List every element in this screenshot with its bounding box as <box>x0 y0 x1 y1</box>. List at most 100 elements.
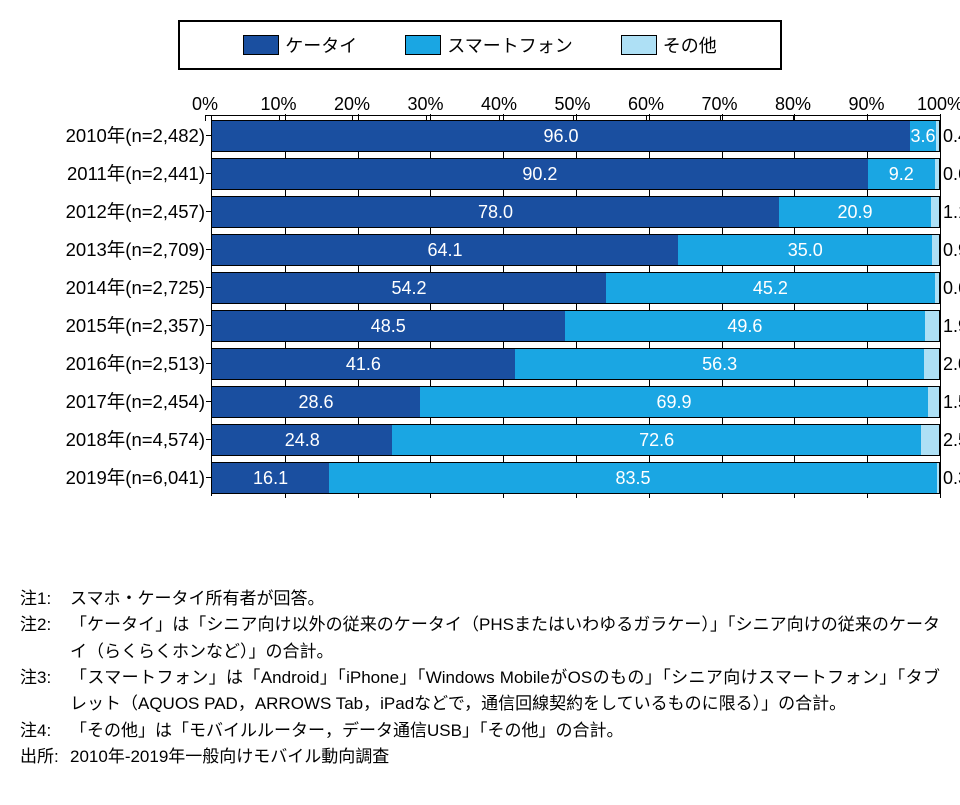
bar-segment-smartphone: 49.6 <box>565 310 926 342</box>
legend-item: ケータイ <box>243 32 357 58</box>
footnote-body: 「ケータイ」は「シニア向け以外の従来のケータイ（PHSまたはいわゆるガラケー）」… <box>70 612 940 665</box>
bar-value-label: 2.0 <box>943 354 960 375</box>
bar-segment-other: 1.9 <box>925 310 940 342</box>
bar-segment-other: 1.5 <box>928 386 940 418</box>
category-label: 2013年(n=2,709) <box>20 236 211 262</box>
bar-segment-keitai: 28.6 <box>212 386 420 418</box>
bar-segment-other: 0.6 <box>935 158 940 190</box>
category-label: 2014年(n=2,725) <box>20 274 211 300</box>
bar-segment-smartphone: 9.2 <box>868 158 935 190</box>
legend-swatch <box>621 35 657 55</box>
bar-value-label: 0.3 <box>943 468 960 489</box>
legend-label: ケータイ <box>285 32 357 58</box>
x-tick-label: 100% <box>917 94 960 115</box>
footnote-head: 注1: <box>20 586 70 612</box>
bar-row: 2019年(n=6,041)16.183.50.3 <box>20 458 940 496</box>
x-tick-label: 90% <box>848 94 884 115</box>
bar-segment-other: 2.0 <box>924 348 940 380</box>
x-tick-label: 80% <box>775 94 811 115</box>
footnote: 出所:2010年-2019年一般向けモバイル動向調査 <box>20 744 940 770</box>
category-label: 2016年(n=2,513) <box>20 350 211 376</box>
category-label: 2017年(n=2,454) <box>20 388 211 414</box>
category-label: 2015年(n=2,357) <box>20 312 211 338</box>
footnote-body: 「その他」は「モバイルルーター，データ通信USB」「その他」の合計。 <box>70 718 940 744</box>
bar-segment-other: 0.3 <box>937 462 940 494</box>
bar-row: 2011年(n=2,441)90.29.20.6 <box>20 154 940 192</box>
bar-row: 2015年(n=2,357)48.549.61.9 <box>20 306 940 344</box>
footnote: 注4:「その他」は「モバイルルーター，データ通信USB」「その他」の合計。 <box>20 718 940 744</box>
footnote: 注2:「ケータイ」は「シニア向け以外の従来のケータイ（PHSまたはいわゆるガラケ… <box>20 612 940 665</box>
bar-segment-smartphone: 83.5 <box>329 462 937 494</box>
bar-row: 2010年(n=2,482)96.03.60.4 <box>20 116 940 154</box>
footnote-head: 注3: <box>20 665 70 718</box>
bar-segment-smartphone: 56.3 <box>515 348 925 380</box>
bar-value-label: 0.6 <box>943 164 960 185</box>
bar-value-label: 64.1 <box>427 240 462 261</box>
bar-segment-other: 0.9 <box>932 234 940 266</box>
bar-segment-other: 2.5 <box>921 424 940 456</box>
footnote-head: 出所: <box>20 744 70 770</box>
bar-value-label: 78.0 <box>478 202 513 223</box>
footnote-body: スマホ・ケータイ所有者が回答。 <box>70 586 940 612</box>
legend-swatch <box>243 35 279 55</box>
bar-segment-smartphone: 72.6 <box>392 424 920 456</box>
bar-row: 2014年(n=2,725)54.245.20.6 <box>20 268 940 306</box>
bar-segment-smartphone: 69.9 <box>420 386 928 418</box>
bar-value-label: 20.9 <box>838 202 873 223</box>
bars: 2010年(n=2,482)96.03.60.42011年(n=2,441)90… <box>20 116 940 496</box>
bar-row: 2017年(n=2,454) 28.6 69.9 1.5 <box>20 382 940 420</box>
bar-value-label: 0.4 <box>943 126 960 147</box>
bar-value-label: 54.2 <box>391 278 426 299</box>
footnote-head: 注2: <box>20 612 70 665</box>
bar-value-label: 69.9 <box>656 392 691 413</box>
bar-segment-other: 1.1 <box>931 196 940 228</box>
footnote-body: 「スマートフォン」は「Android」「iPhone」「Windows Mobi… <box>70 665 940 718</box>
bar-segment-smartphone: 3.6 <box>910 120 936 152</box>
bar-segment-other: 0.4 <box>936 120 940 152</box>
x-tick-label: 50% <box>554 94 590 115</box>
bar-value-label: 0.9 <box>943 240 960 261</box>
footnote: 注1:スマホ・ケータイ所有者が回答。 <box>20 586 940 612</box>
bar-value-label: 1.9 <box>943 316 960 337</box>
bar-row: 2018年(n=4,574) 24.8 72.6 2.5 <box>20 420 940 458</box>
bar-segment-keitai: 64.1 <box>212 234 678 266</box>
bar-value-label: 35.0 <box>788 240 823 261</box>
bar-segment-smartphone: 20.9 <box>779 196 931 228</box>
footnotes: 注1:スマホ・ケータイ所有者が回答。注2:「ケータイ」は「シニア向け以外の従来の… <box>20 586 940 770</box>
bar-value-label: 72.6 <box>639 430 674 451</box>
bar-value-label: 28.6 <box>298 392 333 413</box>
legend-label: その他 <box>663 32 717 58</box>
x-tick-label: 60% <box>628 94 664 115</box>
bar-segment-keitai: 90.2 <box>212 158 868 190</box>
x-tick-label: 10% <box>260 94 296 115</box>
x-tick-label: 0% <box>192 94 218 115</box>
legend-item: スマートフォン <box>405 32 572 58</box>
legend-item: その他 <box>621 32 717 58</box>
legend-label: スマートフォン <box>447 32 572 58</box>
bar-segment-keitai: 16.1 <box>212 462 329 494</box>
footnote-body: 2010年-2019年一般向けモバイル動向調査 <box>70 744 940 770</box>
chart-area: 0%10%20%30%40%50%60%70%80%90%100% 2010年(… <box>20 88 940 496</box>
bar-segment-keitai: 24.8 <box>212 424 392 456</box>
footnote-head: 注4: <box>20 718 70 744</box>
x-tick-label: 40% <box>481 94 517 115</box>
bar-segment-keitai: 41.6 <box>212 348 515 380</box>
category-label: 2012年(n=2,457) <box>20 198 211 224</box>
bar-segment-keitai: 48.5 <box>212 310 565 342</box>
bar-value-label: 24.8 <box>285 430 320 451</box>
x-tick-label: 70% <box>701 94 737 115</box>
bar-value-label: 56.3 <box>702 354 737 375</box>
bar-value-label: 0.6 <box>943 278 960 299</box>
bar-value-label: 83.5 <box>615 468 650 489</box>
bar-segment-smartphone: 35.0 <box>678 234 932 266</box>
legend-swatch <box>405 35 441 55</box>
bar-segment-smartphone: 45.2 <box>606 272 935 304</box>
x-tick-label: 30% <box>407 94 443 115</box>
x-tick-label: 20% <box>334 94 370 115</box>
bar-value-label: 16.1 <box>253 468 288 489</box>
category-label: 2011年(n=2,441) <box>20 160 211 186</box>
bar-value-label: 45.2 <box>753 278 788 299</box>
category-label: 2018年(n=4,574) <box>20 426 211 452</box>
bar-value-label: 2.5 <box>943 430 960 451</box>
bar-value-label: 1.5 <box>943 392 960 413</box>
